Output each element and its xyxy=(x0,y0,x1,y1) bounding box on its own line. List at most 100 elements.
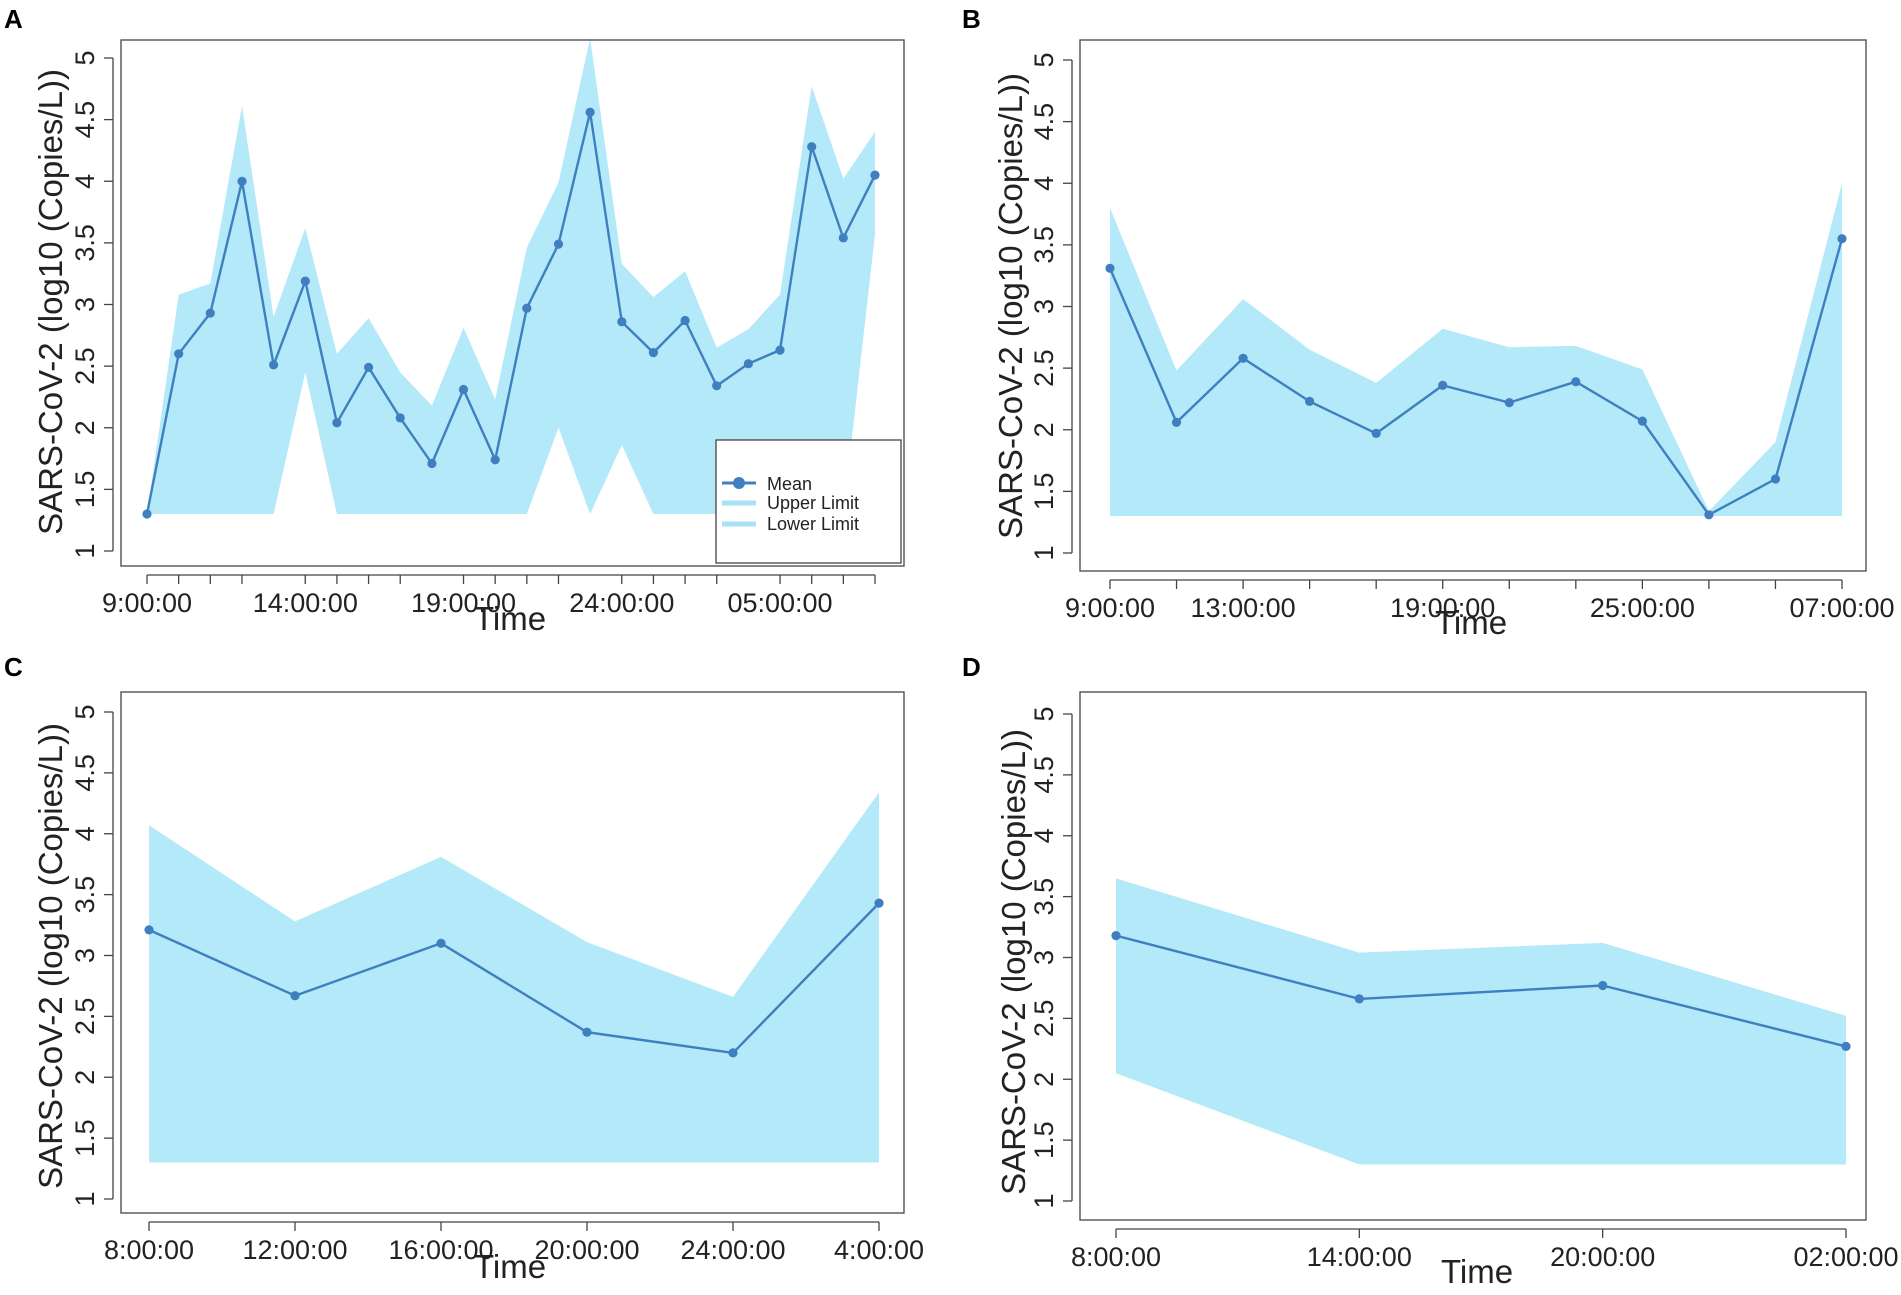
panel-b-letter: B xyxy=(962,4,981,34)
mean-point xyxy=(436,938,446,948)
panel-b-y-axis-title: SARS-CoV-2 (log10 (Copies/L)) xyxy=(992,73,1029,539)
x-tick-label: 05:00:00 xyxy=(727,588,832,618)
mean-point xyxy=(1841,1041,1851,1051)
y-tick-label: 2.5 xyxy=(70,347,100,385)
y-tick-label: 4.5 xyxy=(70,754,100,792)
panel-d-letter: D xyxy=(962,652,981,682)
mean-point xyxy=(617,317,627,327)
mean-point xyxy=(1637,416,1647,426)
x-tick-label: 13:00:00 xyxy=(1191,593,1296,623)
y-tick-label: 1.5 xyxy=(70,471,100,509)
y-tick-label: 4.5 xyxy=(1029,756,1059,794)
mean-point xyxy=(585,107,595,117)
legend-entry-upper-limit: Upper Limit xyxy=(722,493,859,513)
plot-frame xyxy=(1079,691,1867,1221)
y-tick-label: 3.5 xyxy=(1029,878,1059,916)
y-tick-label: 1.5 xyxy=(1029,1121,1059,1159)
legend-lower-label: Lower Limit xyxy=(767,514,859,534)
mean-point xyxy=(1571,377,1581,387)
panel-a-legend: Mean Upper Limit Lower Limit xyxy=(715,439,902,564)
legend-mean-marker xyxy=(733,477,745,489)
mean-point xyxy=(1438,380,1448,390)
y-tick-label: 1 xyxy=(1029,1193,1059,1208)
mean-line xyxy=(145,110,877,515)
y-tick-label: 1 xyxy=(70,543,100,558)
legend-entry-lower-limit: Lower Limit xyxy=(722,514,859,534)
y-tick-label: 4.5 xyxy=(1029,103,1059,141)
mean-point xyxy=(712,381,722,391)
x-tick-label: 20:00:00 xyxy=(1550,1242,1655,1272)
mean-line xyxy=(1108,238,1844,516)
panel-a: 1 1.5 2 2.5 3 3.5 4 4.5 5 9:00:00 14:00:00 19:00:00… xyxy=(4,4,905,637)
mean-point xyxy=(553,239,564,249)
mean-point xyxy=(680,315,690,326)
plot-frame xyxy=(120,691,905,1214)
legend-upper-label: Upper Limit xyxy=(767,493,859,513)
legend-entry-mean: Mean xyxy=(722,474,812,494)
y-tick-label: 2.5 xyxy=(1029,349,1059,387)
mean-point xyxy=(1504,398,1514,408)
confidence-band xyxy=(147,38,875,515)
x-tick-label: 16:00:00 xyxy=(388,1235,493,1265)
y-tick-label: 2.5 xyxy=(70,998,100,1036)
y-tick-label: 4 xyxy=(1029,176,1059,191)
x-tick-label: 02:00:00 xyxy=(1793,1242,1898,1272)
mean-point xyxy=(300,276,310,286)
panel-a-plot-area: 1 1.5 2 2.5 3 3.5 4 4.5 5 9:00:00 14:00:00 19:00:00… xyxy=(70,38,905,618)
panel-a-y-axis-title: SARS-CoV-2 (log10 (Copies/L)) xyxy=(32,69,69,535)
mean-point xyxy=(1837,234,1847,244)
mean-point xyxy=(364,362,374,372)
mean-point xyxy=(807,142,817,152)
panel-b: 1 1.5 2 2.5 3 3.5 4 4.5 5 9:00:00 13:00:00 19:00:00… xyxy=(962,4,1895,641)
y-tick-label: 2 xyxy=(1029,1072,1059,1087)
y-tick-label: 3 xyxy=(70,297,100,312)
panel-c-x-axis-title: Time xyxy=(474,1248,546,1285)
mean-line xyxy=(1115,934,1847,1048)
x-tick-label: 24:00:00 xyxy=(569,588,674,618)
y-tick-label: 3 xyxy=(70,948,100,963)
x-tick-label: 8:00:00 xyxy=(104,1235,194,1265)
mean-point xyxy=(490,455,500,465)
y-tick-label: 3.5 xyxy=(70,224,100,262)
mean-point xyxy=(743,359,754,369)
mean-point xyxy=(395,413,405,423)
panel-c-y-axis-title: SARS-CoV-2 (log10 (Copies/L)) xyxy=(32,723,69,1189)
panel-d-x-axis-title: Time xyxy=(1441,1253,1513,1290)
x-tick-label: 14:00:00 xyxy=(1307,1242,1412,1272)
y-tick-label: 1 xyxy=(1029,545,1059,560)
mean-point xyxy=(1770,474,1781,484)
mean-point xyxy=(237,176,247,186)
confidence-band xyxy=(1110,183,1842,517)
plot-frame xyxy=(120,39,905,567)
mean-point xyxy=(458,384,469,395)
panel-d-y-axis-title: SARS-CoV-2 (log10 (Copies/L)) xyxy=(995,729,1032,1195)
x-tick-label: 19:00:00 xyxy=(411,588,516,618)
x-tick-label: 19:00:00 xyxy=(1390,593,1495,623)
mean-point xyxy=(1305,396,1315,406)
mean-point xyxy=(728,1048,738,1058)
mean-point xyxy=(1111,931,1121,941)
x-tick-label: 9:00:00 xyxy=(102,588,192,618)
x-tick-label: 25:00:00 xyxy=(1590,593,1695,623)
y-tick-label: 2 xyxy=(70,1070,100,1085)
confidence-band xyxy=(149,792,879,1163)
y-tick-label: 4.5 xyxy=(70,101,100,139)
mean-point xyxy=(775,345,785,355)
y-tick-label: 4 xyxy=(70,174,100,189)
mean-point xyxy=(1171,417,1182,427)
y-tick-label: 2 xyxy=(1029,422,1059,437)
panel-c: 1 1.5 2 2.5 3 3.5 4 4.5 5 8:00:00 12:00:00 16:00:00… xyxy=(4,652,924,1285)
y-tick-label: 4 xyxy=(1029,828,1059,843)
y-tick-label: 5 xyxy=(70,704,100,719)
panel-d-plot-area: 1 1.5 2 2.5 3 3.5 4 4.5 5 8:00:00 14:00:00 20:00:00… xyxy=(1029,691,1899,1272)
mean-point xyxy=(269,360,279,370)
panel-b-x-axis-title: Time xyxy=(1435,604,1507,641)
y-tick-label: 1 xyxy=(70,1191,100,1206)
y-tick-label: 4 xyxy=(70,826,100,841)
mean-point xyxy=(522,303,532,313)
mean-point xyxy=(144,925,154,935)
x-tick-label: 8:00:00 xyxy=(1071,1242,1161,1272)
y-tick-label: 3.5 xyxy=(1029,226,1059,264)
y-tick-label: 3 xyxy=(1029,950,1059,965)
